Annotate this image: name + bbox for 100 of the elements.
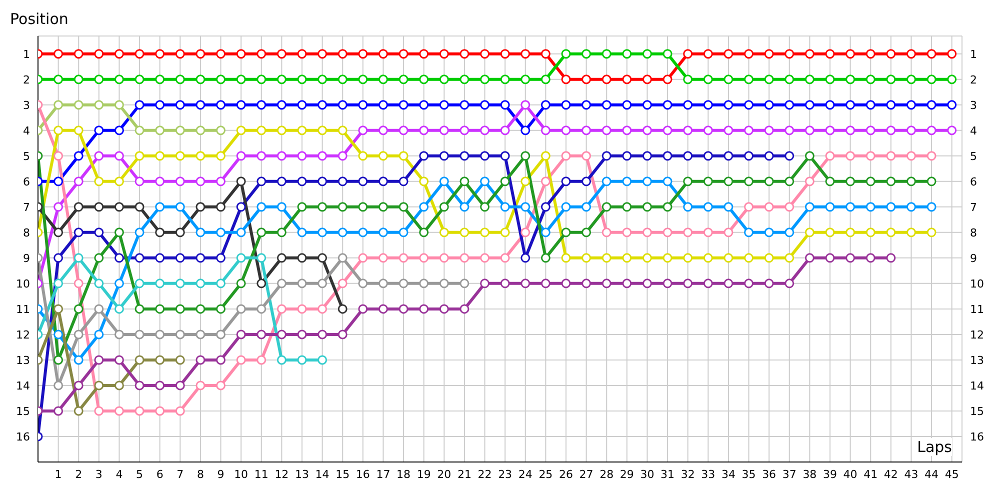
- point: [196, 253, 206, 263]
- point: [419, 49, 429, 59]
- x-tick-label: 22: [478, 468, 492, 481]
- point: [419, 176, 429, 186]
- x-tick-label: 17: [376, 468, 390, 481]
- y2-tick-label: 15: [970, 404, 984, 418]
- point: [358, 176, 368, 186]
- point: [804, 151, 814, 161]
- point: [460, 74, 470, 84]
- point: [94, 406, 104, 416]
- point: [114, 100, 124, 110]
- point: [398, 228, 408, 238]
- point: [155, 100, 165, 110]
- point: [804, 228, 814, 238]
- y2-tick-label: 5: [970, 150, 977, 163]
- point: [276, 253, 286, 263]
- point: [338, 202, 348, 212]
- point: [947, 49, 957, 59]
- point: [196, 100, 206, 110]
- x-tick-label: 35: [742, 468, 756, 481]
- point: [256, 355, 266, 365]
- y-tick-label: 13: [16, 354, 30, 367]
- point: [744, 151, 754, 161]
- point: [318, 100, 328, 110]
- y-tick-label: 12: [16, 328, 30, 342]
- point: [256, 151, 266, 161]
- point: [439, 74, 449, 84]
- point: [520, 151, 530, 161]
- point: [74, 380, 84, 390]
- point: [886, 126, 896, 136]
- point: [276, 74, 286, 84]
- point: [703, 228, 713, 238]
- x-tick-label: 36: [762, 468, 776, 481]
- point: [216, 151, 226, 161]
- point: [744, 49, 754, 59]
- point: [886, 49, 896, 59]
- point: [602, 228, 612, 238]
- point: [256, 278, 266, 288]
- point: [175, 330, 185, 340]
- y-tick-label: 16: [16, 430, 30, 444]
- point: [358, 100, 368, 110]
- point: [926, 126, 936, 136]
- y2-tick-label: 1: [970, 48, 977, 61]
- point: [419, 151, 429, 161]
- point: [846, 176, 856, 186]
- point: [724, 278, 734, 288]
- point: [94, 278, 104, 288]
- point: [703, 74, 713, 84]
- point: [134, 278, 144, 288]
- point: [196, 126, 206, 136]
- point: [846, 126, 856, 136]
- point: [297, 304, 307, 314]
- point: [297, 228, 307, 238]
- point: [74, 330, 84, 340]
- point: [561, 228, 571, 238]
- point: [804, 100, 814, 110]
- point: [926, 100, 936, 110]
- x-tick-label: 31: [660, 468, 675, 481]
- point: [94, 126, 104, 136]
- point: [358, 278, 368, 288]
- point: [74, 100, 84, 110]
- point: [338, 330, 348, 340]
- point: [398, 74, 408, 84]
- point: [196, 151, 206, 161]
- point: [846, 202, 856, 212]
- point: [520, 202, 530, 212]
- point: [54, 49, 64, 59]
- point: [683, 151, 693, 161]
- point: [662, 49, 672, 59]
- point: [582, 202, 592, 212]
- point: [724, 49, 734, 59]
- point: [114, 304, 124, 314]
- point: [540, 151, 550, 161]
- point: [74, 406, 84, 416]
- point: [114, 355, 124, 365]
- point: [358, 74, 368, 84]
- point: [398, 304, 408, 314]
- point: [94, 330, 104, 340]
- point: [175, 202, 185, 212]
- point: [155, 49, 165, 59]
- point: [134, 355, 144, 365]
- point: [216, 126, 226, 136]
- point: [155, 126, 165, 136]
- point: [744, 253, 754, 263]
- point: [662, 228, 672, 238]
- point: [175, 278, 185, 288]
- point: [74, 176, 84, 186]
- x-tick-label: 44: [924, 468, 939, 481]
- point: [155, 278, 165, 288]
- point: [602, 253, 612, 263]
- x-tick-label: 34: [721, 468, 736, 481]
- x-tick-label: 12: [274, 468, 289, 481]
- x-tick-label: 1: [54, 468, 62, 481]
- x-tick-label: 16: [356, 468, 370, 481]
- point: [540, 278, 550, 288]
- point: [54, 330, 64, 340]
- point: [540, 228, 550, 238]
- y-tick-label: 10: [16, 277, 30, 290]
- y2-tick-label: 8: [970, 226, 977, 240]
- y-tick-label: 15: [16, 404, 30, 418]
